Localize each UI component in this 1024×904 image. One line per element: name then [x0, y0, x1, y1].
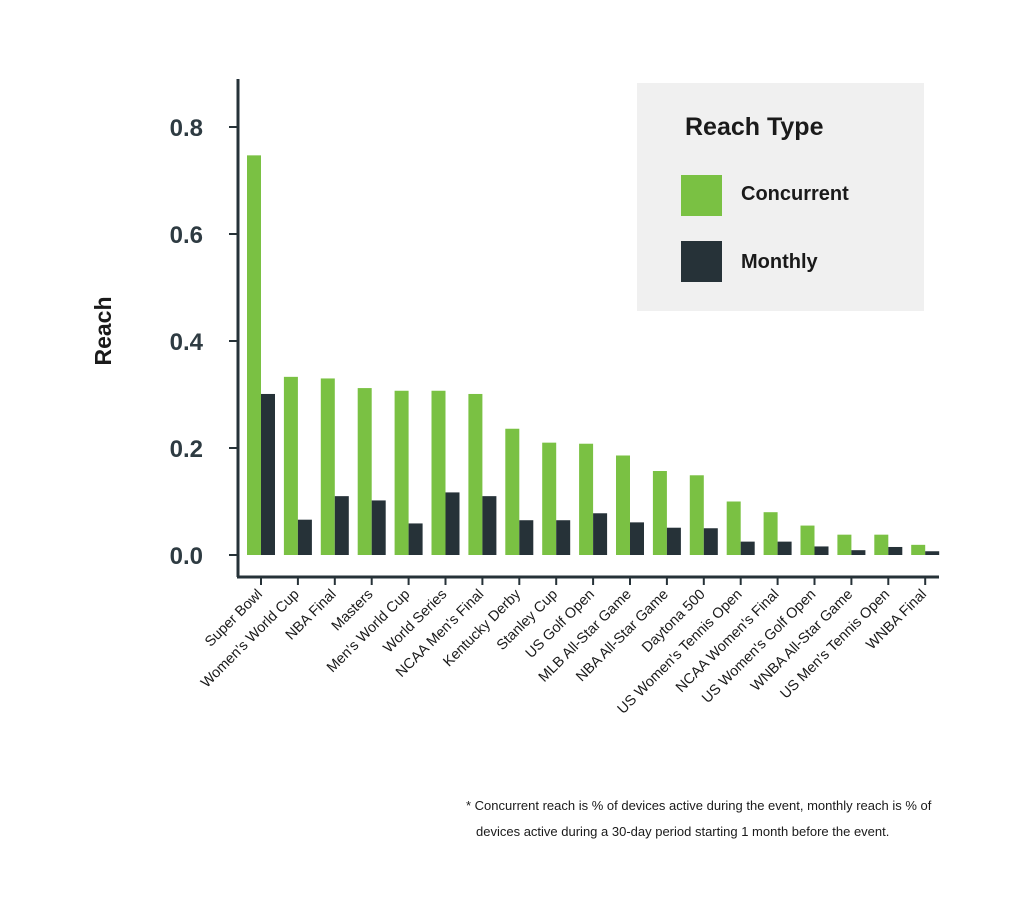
- bar-monthly-us-men-s-tennis-open: [888, 546, 903, 555]
- y-axis-ticks: 0.0 0.2 0.4 0.6 0.8: [170, 115, 238, 570]
- footnote-line-2: devices active during a 30-day period st…: [476, 824, 890, 839]
- y-tick-label: 0.4: [170, 329, 204, 356]
- y-tick-label: 0.2: [170, 436, 203, 463]
- bar-concurrent-men-s-world-cup: [394, 390, 409, 555]
- bar-concurrent-super-bowl: [247, 155, 261, 556]
- bar-concurrent-mlb-all-star-game: [616, 455, 630, 555]
- bar-monthly-nba-all-star-game: [666, 527, 681, 555]
- legend-swatch-monthly: [681, 241, 722, 282]
- bar-monthly-kentucky-derby: [519, 520, 534, 555]
- bar-concurrent-us-men-s-tennis-open: [874, 534, 889, 555]
- y-tick-label: 0.0: [170, 543, 203, 570]
- bar-concurrent-wnba-all-star-game: [837, 534, 852, 555]
- bar-concurrent-ncaa-men-s-final: [468, 393, 483, 555]
- bar-monthly-world-series: [445, 492, 460, 555]
- legend-label-monthly: Monthly: [741, 251, 819, 273]
- bars: [247, 155, 940, 556]
- bar-monthly-masters: [371, 500, 386, 555]
- bar-monthly-stanley-cup: [556, 520, 571, 555]
- bar-monthly-super-bowl: [261, 393, 275, 555]
- bar-monthly-ncaa-women-s-final: [777, 541, 792, 555]
- legend-title: Reach Type: [685, 113, 824, 141]
- bar-monthly-mlb-all-star-game: [630, 522, 644, 555]
- bar-concurrent-masters: [357, 388, 372, 555]
- bar-concurrent-kentucky-derby: [505, 428, 520, 555]
- bar-concurrent-daytona-500: [689, 475, 704, 555]
- bar-monthly-women-s-world-cup: [297, 519, 312, 555]
- bar-monthly-us-golf-open: [593, 513, 608, 555]
- y-tick-label: 0.8: [170, 115, 203, 142]
- footnote: * Concurrent reach is % of devices activ…: [466, 793, 931, 845]
- bar-monthly-wnba-final: [925, 551, 940, 555]
- bar-concurrent-nba-final: [320, 378, 335, 555]
- bar-monthly-ncaa-men-s-final: [482, 496, 497, 555]
- y-tick-label: 0.6: [170, 222, 203, 249]
- legend-label-concurrent: Concurrent: [741, 183, 849, 205]
- bar-monthly-nba-final: [334, 496, 349, 555]
- bar-concurrent-us-women-s-tennis-open: [726, 501, 741, 555]
- legend-swatch-concurrent: [681, 175, 722, 216]
- bar-monthly-wnba-all-star-game: [851, 550, 866, 555]
- bar-concurrent-women-s-world-cup: [283, 376, 298, 555]
- bar-concurrent-ncaa-women-s-final: [763, 512, 778, 555]
- bar-concurrent-us-women-s-golf-open: [800, 525, 815, 555]
- bar-concurrent-world-series: [431, 390, 446, 555]
- bar-monthly-us-women-s-golf-open: [814, 546, 829, 555]
- bar-monthly-us-women-s-tennis-open: [740, 541, 755, 555]
- legend: Reach Type Concurrent Monthly: [637, 83, 924, 311]
- footnote-line-1: * Concurrent reach is % of devices activ…: [466, 798, 932, 813]
- bar-concurrent-stanley-cup: [542, 442, 557, 555]
- bar-concurrent-us-golf-open: [579, 443, 594, 555]
- bar-concurrent-nba-all-star-game: [652, 471, 667, 555]
- bar-monthly-men-s-world-cup: [408, 523, 423, 555]
- bar-monthly-daytona-500: [703, 528, 718, 555]
- y-axis-title: Reach: [90, 296, 116, 365]
- bar-concurrent-wnba-final: [911, 544, 926, 555]
